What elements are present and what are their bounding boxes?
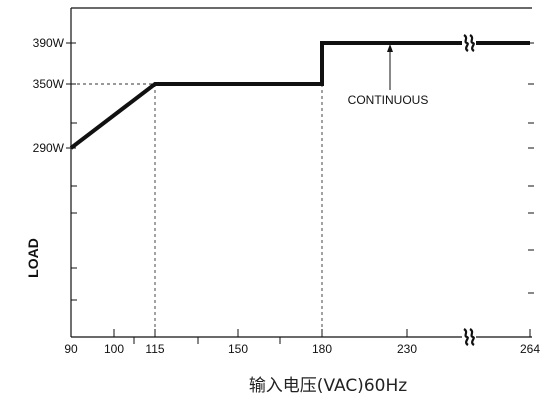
x-tick-label-100: 100 (104, 342, 124, 356)
load-curve-line (69, 41, 530, 150)
axis-breaks (462, 34, 476, 346)
x-tick-label-115: 115 (145, 342, 164, 356)
x-axis-break-mark-stroke-1 (469, 328, 475, 346)
x-tick-label-90: 90 (64, 342, 78, 356)
chart-axes (70, 7, 532, 338)
y-ticks: 290W 350W 390W (33, 36, 534, 301)
x-axis-break-mark (462, 328, 476, 346)
y-tick-label-290W: 290W (33, 141, 65, 155)
curve-break-mark (462, 34, 476, 52)
x-ticks: 90 100 115 150 180 230 264 (64, 329, 540, 356)
x-tick-label-150: 150 (228, 342, 248, 356)
annotation-arrow-head (387, 44, 393, 52)
y-tick-label-390W: 390W (33, 36, 65, 50)
x-axis-break-mark-stroke-0 (463, 328, 469, 346)
y-tick-label-350W: 350W (33, 77, 65, 91)
x-tick-label-230: 230 (397, 342, 417, 356)
curve-break-mark-stroke-1 (469, 34, 475, 52)
series-group (69, 41, 530, 150)
x-axis-label: 输入电压(VAC)60Hz (249, 376, 407, 396)
y-axis-label: LOAD (25, 238, 41, 278)
x-tick-label-264: 264 (520, 342, 540, 356)
x-tick-label-180: 180 (312, 342, 332, 356)
curve-break-mark-stroke-0 (463, 34, 469, 52)
annotation-continuous: CONTINUOUS (348, 93, 429, 107)
annotation-arrow (387, 44, 393, 90)
reference-lines (71, 83, 323, 337)
